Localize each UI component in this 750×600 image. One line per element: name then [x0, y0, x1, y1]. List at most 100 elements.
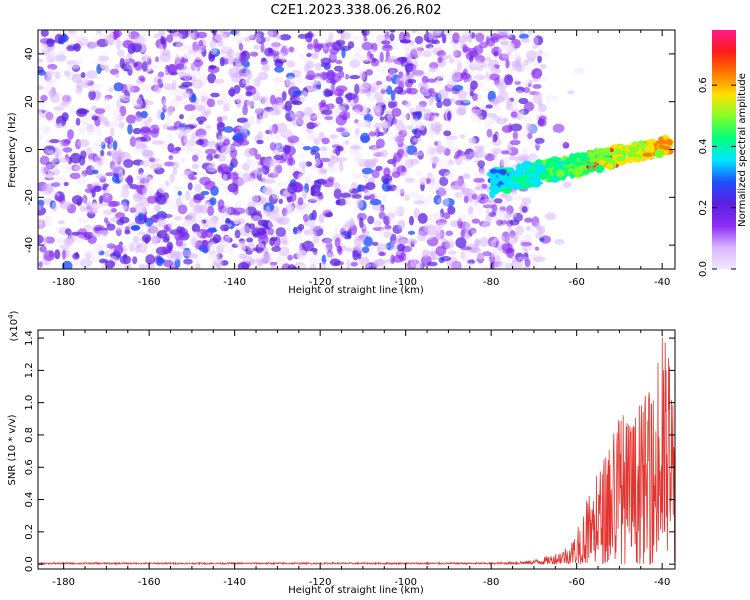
heatmap-cell [284, 100, 293, 112]
heatmap-cell [462, 173, 471, 180]
heatmap-cell [248, 223, 256, 230]
heatmap-cell [510, 123, 523, 132]
heatmap-cell [161, 246, 171, 255]
heatmap-cell [80, 72, 86, 79]
heatmap-cell [158, 44, 164, 55]
heatmap-cell [98, 55, 110, 62]
heatmap-cell [65, 228, 72, 235]
heatmap-cell [383, 167, 391, 177]
heatmap-cell [178, 71, 186, 79]
heatmap-cell [397, 243, 405, 252]
heatmap-cell [299, 177, 311, 183]
heatmap-cell [63, 70, 71, 77]
heatmap-cell [350, 261, 358, 267]
heatmap-cell [439, 159, 452, 170]
heatmap-cell [99, 61, 107, 69]
heatmap-cell [216, 99, 224, 105]
heatmap-cell [489, 176, 500, 185]
heatmap-cell [178, 84, 189, 89]
heatmap-cell [248, 258, 256, 266]
heatmap-cell [514, 80, 521, 85]
heatmap-cell [344, 139, 350, 146]
heatmap-cell [383, 113, 395, 121]
heatmap-cell [550, 156, 560, 163]
heatmap-cell [367, 215, 375, 225]
heatmap-cell [225, 236, 231, 243]
heatmap-cell [517, 256, 529, 261]
heatmap-cell [490, 168, 498, 174]
heatmap-cell [320, 261, 327, 269]
heatmap-cell [324, 115, 334, 121]
heatmap-cell [327, 136, 339, 146]
heatmap-cell [426, 147, 433, 155]
snr-y-multiplier: (x104) [7, 310, 20, 341]
heatmap-cell [160, 35, 165, 45]
heatmap-cell [388, 67, 395, 79]
heatmap-cell [132, 62, 139, 67]
heatmap-cell [342, 224, 349, 232]
heatmap-cell [261, 187, 273, 196]
heatmap-cell [362, 102, 368, 112]
heatmap-cell [319, 225, 326, 230]
heatmap-cell [167, 126, 179, 131]
heatmap-cell [306, 134, 316, 141]
heatmap-cell [38, 111, 44, 121]
heatmap-cell [349, 217, 355, 228]
heatmap-cell [161, 213, 173, 219]
heatmap-cell [444, 240, 455, 249]
heatmap-cell [61, 260, 73, 269]
heatmap-cell [411, 111, 422, 116]
heatmap-cell [259, 256, 272, 264]
heatmap-cell [104, 260, 116, 269]
heatmap-cell [468, 137, 477, 144]
heatmap-cell [372, 104, 383, 113]
heatmap-cell [306, 196, 318, 201]
heatmap-cell [157, 30, 166, 38]
heatmap-cell [569, 153, 575, 162]
heatmap-cell [207, 241, 217, 253]
heatmap-cell [49, 51, 58, 58]
heatmap-cell [630, 151, 636, 157]
heatmap-cell [520, 65, 532, 72]
heatmap-cell [162, 99, 170, 110]
heatmap-cell [88, 90, 96, 101]
heatmap-cell [493, 237, 499, 243]
heatmap-cell [257, 219, 268, 226]
heatmap-cell [45, 171, 55, 177]
heatmap-cell [244, 36, 251, 43]
heatmap-cell [495, 210, 507, 222]
heatmap-cell [508, 123, 513, 133]
heatmap-cell [175, 63, 185, 70]
heatmap-cell [117, 49, 125, 57]
heatmap-cell [251, 215, 262, 222]
heatmap-cell [381, 40, 391, 45]
heatmap-cell [187, 212, 197, 219]
heatmap-cell [104, 193, 110, 199]
heatmap-cell [443, 197, 450, 207]
heatmap-cell [100, 141, 106, 150]
heatmap-cell [454, 192, 463, 198]
heatmap-cell [522, 174, 528, 179]
heatmap-cell [314, 200, 321, 208]
heatmap-cell [43, 236, 48, 247]
heatmap-cell [111, 208, 117, 213]
heatmap-cell [98, 258, 108, 264]
heatmap-cell [357, 184, 363, 193]
heatmap-cell [45, 112, 54, 122]
heatmap-cell [115, 262, 123, 269]
heatmap-cell [408, 191, 419, 198]
heatmap-cell [57, 141, 63, 153]
heatmap-cell [267, 228, 275, 236]
heatmap-cell [170, 148, 180, 154]
heatmap-cell [595, 164, 605, 174]
heatmap-cell [427, 212, 437, 222]
heatmap-cell [55, 175, 67, 184]
heatmap-cell [419, 125, 427, 136]
heatmap-cell [363, 36, 368, 42]
heatmap-cell [77, 139, 90, 148]
spectrogram-heatmap [38, 30, 675, 269]
heatmap-cell [238, 253, 248, 259]
heatmap-cell [216, 121, 225, 133]
heatmap-cell [263, 109, 269, 119]
